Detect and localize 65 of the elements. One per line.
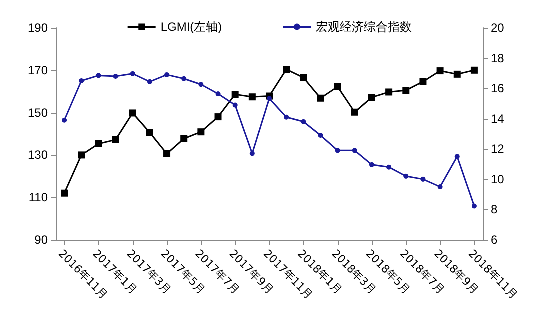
y2-tick-label: 12 bbox=[491, 142, 505, 156]
point bbox=[182, 76, 187, 82]
point bbox=[130, 71, 136, 76]
point bbox=[436, 68, 444, 75]
point bbox=[250, 151, 255, 156]
point bbox=[386, 88, 393, 96]
y-tick-label: 130 bbox=[28, 148, 48, 162]
point bbox=[214, 114, 222, 121]
point bbox=[61, 190, 68, 197]
legend-label: LGMI(左轴) bbox=[160, 20, 222, 34]
y-tick-label: 110 bbox=[28, 190, 48, 205]
point bbox=[283, 66, 290, 74]
point bbox=[198, 82, 204, 88]
y-tick-label: 150 bbox=[28, 106, 48, 120]
y2-tick-label: 14 bbox=[491, 112, 505, 126]
y-tick-label: 190 bbox=[28, 21, 48, 35]
point bbox=[352, 148, 358, 154]
point bbox=[335, 148, 340, 154]
y2-tick-label: 20 bbox=[491, 21, 505, 35]
point bbox=[267, 96, 272, 102]
y2-tick-label: 10 bbox=[491, 172, 505, 186]
point bbox=[472, 204, 477, 209]
point bbox=[369, 162, 374, 168]
point bbox=[351, 108, 358, 116]
point bbox=[95, 140, 102, 148]
point bbox=[402, 87, 410, 94]
point bbox=[420, 176, 426, 182]
point bbox=[232, 102, 238, 108]
point bbox=[454, 154, 460, 160]
point bbox=[438, 184, 443, 190]
point bbox=[147, 79, 152, 84]
point bbox=[198, 128, 205, 136]
point bbox=[420, 78, 427, 86]
point bbox=[232, 91, 239, 98]
point bbox=[62, 118, 68, 123]
point bbox=[318, 133, 324, 138]
point bbox=[113, 74, 118, 79]
y-tick-label: 170 bbox=[28, 63, 48, 78]
legend-label: 宏观经济综合指数 bbox=[316, 20, 412, 34]
point bbox=[301, 119, 306, 124]
point bbox=[129, 110, 136, 117]
y-tick-label: 90 bbox=[34, 233, 48, 247]
point bbox=[470, 66, 478, 74]
point bbox=[164, 72, 170, 78]
point bbox=[164, 150, 171, 158]
y2-tick-label: 18 bbox=[491, 51, 505, 66]
point bbox=[368, 94, 376, 102]
point bbox=[454, 70, 461, 78]
point bbox=[78, 152, 86, 159]
point bbox=[248, 94, 256, 101]
point bbox=[386, 164, 392, 170]
point bbox=[300, 74, 308, 82]
point bbox=[334, 83, 342, 90]
point bbox=[180, 135, 188, 142]
point bbox=[284, 114, 290, 120]
point bbox=[112, 136, 120, 144]
point bbox=[404, 174, 409, 179]
y2-tick-label: 6 bbox=[491, 233, 498, 247]
point bbox=[79, 78, 84, 84]
point bbox=[216, 92, 221, 97]
y2-tick-label: 8 bbox=[491, 202, 498, 217]
point bbox=[317, 94, 324, 102]
y2-tick-label: 16 bbox=[491, 82, 505, 96]
point bbox=[96, 73, 102, 78]
point bbox=[146, 129, 154, 136]
